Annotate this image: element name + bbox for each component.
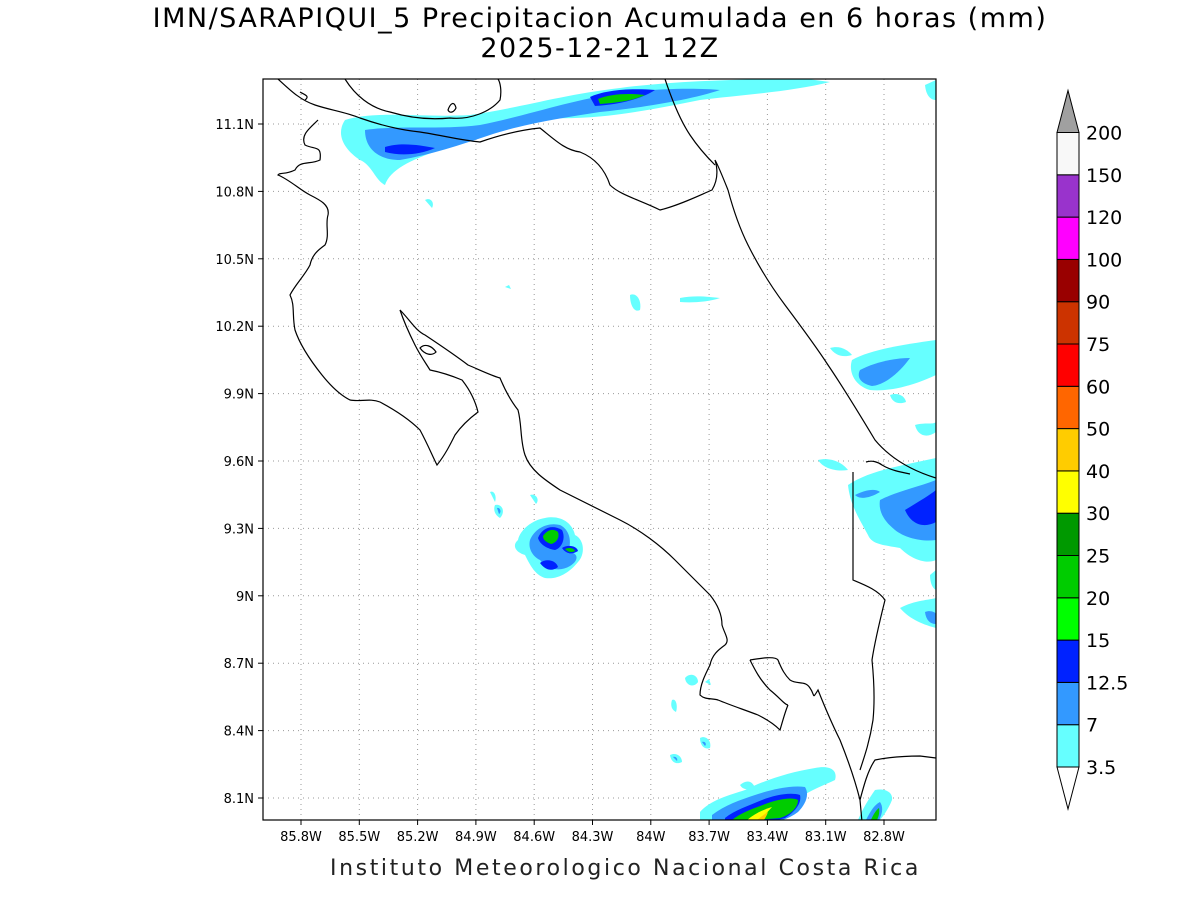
colorbar-label: 15 bbox=[1086, 630, 1110, 652]
precipitation-field-north bbox=[341, 79, 936, 208]
institution-footer: Instituto Meteorologico Nacional Costa R… bbox=[330, 856, 921, 881]
tick-label-lon: 85.8W bbox=[280, 830, 322, 845]
colorbar-label: 150 bbox=[1086, 165, 1122, 187]
tick-label-lon: 85.2W bbox=[397, 830, 439, 845]
colorbar-under-arrow bbox=[1056, 766, 1080, 811]
coastline-and-borders bbox=[277, 79, 936, 820]
colorbar-segment bbox=[1056, 385, 1080, 430]
colorbar-label: 75 bbox=[1086, 334, 1110, 356]
tick-label-lon: 83.7W bbox=[688, 830, 730, 845]
colorbar-segment bbox=[1056, 597, 1080, 641]
colorbar-label: 120 bbox=[1086, 207, 1122, 229]
map-plot-area bbox=[263, 79, 936, 820]
colorbar-label: 90 bbox=[1086, 292, 1110, 314]
lake-island bbox=[447, 102, 457, 113]
colorbar-segment bbox=[1056, 174, 1080, 218]
tick-label-lat: 9N bbox=[236, 590, 254, 605]
precipitation-colorbar: 3.5 7 12.5 15 20 25 30 40 50 60 75 90 100 120 150 200 bbox=[1056, 88, 1128, 811]
tick-label-lat: 9.3N bbox=[224, 522, 254, 537]
tick-label-lon: 83.4W bbox=[746, 830, 788, 845]
colorbar-segment bbox=[1056, 512, 1080, 557]
precipitation-field-south-pacific bbox=[490, 491, 893, 820]
colorbar-segment bbox=[1056, 555, 1080, 599]
colorbar-segment bbox=[1056, 343, 1080, 387]
guanacaste-pacific-coast bbox=[277, 91, 479, 467]
colorbar-label: 40 bbox=[1086, 461, 1110, 483]
panama-coast-east bbox=[865, 460, 911, 475]
precipitation-field-central bbox=[505, 285, 936, 628]
colorbar-segment bbox=[1056, 428, 1080, 472]
map-subtitle-datetime: 2025-12-21 12Z bbox=[480, 33, 720, 64]
tick-label-lon: 84.6W bbox=[513, 830, 555, 845]
tick-label-lat: 9.6N bbox=[224, 455, 254, 470]
tick-label-lon: 82.8W bbox=[863, 830, 905, 845]
tick-label-lat: 8.1N bbox=[224, 792, 254, 807]
colorbar-label: 7 bbox=[1086, 715, 1098, 737]
colorbar-segment bbox=[1056, 681, 1080, 726]
tick-label-lat: 10.5N bbox=[215, 253, 254, 268]
tick-label-lat: 9.9N bbox=[224, 388, 254, 403]
longitude-axis: 85.8W 85.5W 85.2W 84.9W 84.6W 84.3W 84W 83.7W 83… bbox=[280, 820, 905, 845]
colorbar-segment bbox=[1056, 639, 1080, 683]
colorbar-label: 20 bbox=[1086, 588, 1110, 610]
colorbar-over-arrow bbox=[1056, 88, 1080, 133]
colorbar-segment bbox=[1056, 132, 1080, 176]
tick-label-lat: 11.1N bbox=[215, 118, 254, 133]
tick-label-lon: 84W bbox=[636, 830, 666, 845]
colorbar-label: 100 bbox=[1086, 249, 1122, 271]
colorbar-label: 60 bbox=[1086, 376, 1110, 398]
nicaragua-costa-rica-border bbox=[277, 79, 729, 211]
latitude-axis: 11.1N 10.8N 10.5N 10.2N 9.9N 9.6N 9.3N 9N 8.7N 8.… bbox=[215, 118, 263, 807]
map-frame bbox=[262, 78, 937, 821]
nicoya-gulf-coast bbox=[399, 309, 789, 732]
panama-border bbox=[852, 472, 886, 771]
colorbar-label: 25 bbox=[1086, 546, 1110, 568]
nicaragua-caribbean-coast bbox=[664, 79, 716, 166]
colorbar-label: 12.5 bbox=[1086, 672, 1128, 694]
tick-label-lon: 85.5W bbox=[338, 830, 380, 845]
tick-label-lat: 8.4N bbox=[224, 725, 254, 740]
costa-rica-caribbean-coast bbox=[727, 189, 936, 479]
graticule bbox=[263, 79, 936, 820]
colorbar-label: 200 bbox=[1086, 123, 1122, 145]
osa-peninsula-coast bbox=[749, 657, 863, 820]
panama-pacific-coast bbox=[859, 755, 936, 801]
map-title: IMN/SARAPIQUI_5 Precipitacion Acumulada … bbox=[152, 3, 1048, 34]
nicoya-gulf-island bbox=[419, 344, 437, 355]
tick-label-lat: 10.8N bbox=[215, 185, 254, 200]
tick-label-lon: 84.3W bbox=[572, 830, 614, 845]
tick-label-lat: 8.7N bbox=[224, 657, 254, 672]
golfo-dulce-shore bbox=[749, 659, 789, 706]
colorbar-segment bbox=[1056, 301, 1080, 345]
colorbar-segment bbox=[1056, 258, 1080, 303]
colorbar-label: 30 bbox=[1086, 503, 1110, 525]
colorbar-label: 3.5 bbox=[1086, 757, 1116, 779]
colorbar-label: 50 bbox=[1086, 419, 1110, 441]
tick-label-lon: 84.9W bbox=[455, 830, 497, 845]
tick-label-lat: 10.2N bbox=[215, 320, 254, 335]
colorbar-segment bbox=[1056, 470, 1080, 514]
tick-label-lon: 83.1W bbox=[805, 830, 847, 845]
colorbar-segment bbox=[1056, 724, 1080, 768]
colorbar-segment bbox=[1056, 216, 1080, 260]
lake-nicaragua-shore bbox=[344, 79, 502, 120]
